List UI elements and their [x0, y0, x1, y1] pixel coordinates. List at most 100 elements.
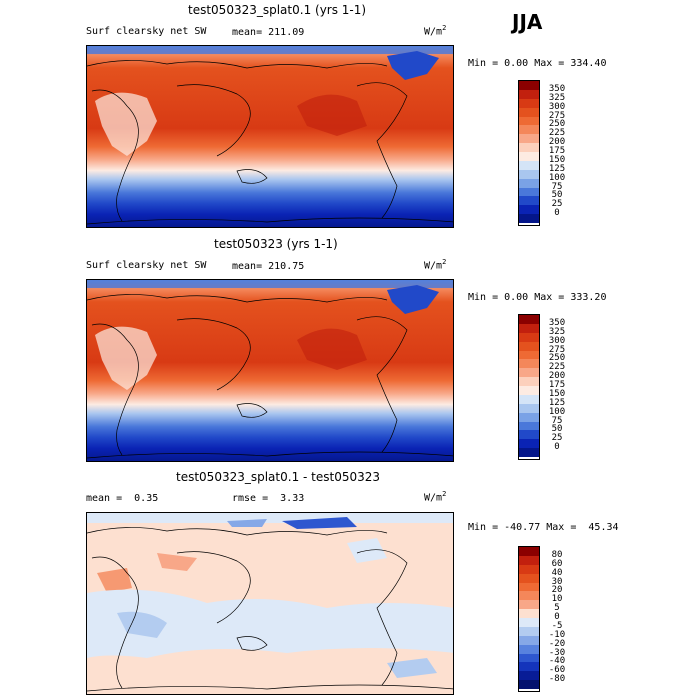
panel2-colorbar-tick-label: 350 [548, 317, 566, 328]
panel1-colorbar-tick-label: 25 [551, 199, 563, 210]
panel1-colorbar-tick-label: 150 [548, 154, 566, 165]
panel1-colorbar-swatch [519, 196, 539, 206]
panel1-colorbar-swatch [519, 178, 539, 188]
panel1-colorbar-swatch [519, 98, 539, 108]
panel1-colorbar-tick-label: 225 [548, 128, 566, 139]
panel1-mean: mean= 211.09 [232, 27, 304, 38]
panel3-colorbar-swatch [519, 653, 539, 663]
panel3-colorbar-swatch [519, 547, 539, 556]
panel2-colorbar-tick-label: 200 [548, 371, 566, 382]
panel2-colorbar-swatch [519, 359, 539, 369]
panel1-map [86, 45, 454, 228]
panel2-colorbar-swatch [519, 403, 539, 413]
panel1-colorbar-swatch [519, 89, 539, 99]
panel3-colorbar-tick-label: -40 [548, 656, 566, 667]
panel3-colorbar-tick-label: 20 [551, 585, 563, 596]
panel3-mean: mean = 0.35 [86, 493, 158, 504]
panel1-colorbar-swatch [519, 152, 539, 161]
panel3-colorbar-tick-label: -20 [548, 638, 566, 649]
panel2-variable-label: Surf clearsky net SW [86, 260, 207, 271]
panel2-colorbar-swatch [519, 412, 539, 422]
panel1-colorbar-swatch [519, 143, 539, 152]
panel2-mean-label: mean= [232, 261, 263, 272]
panel2-colorbar-swatch [519, 421, 539, 431]
panel1-colorbar-tick-label: 200 [548, 137, 566, 148]
panel1-colorbar-tick-label: 275 [548, 110, 566, 121]
panel3-colorbar-swatch [519, 573, 539, 583]
panel1-colorbar-swatch [519, 205, 539, 215]
panel1-colorbar-tick-label: 175 [548, 146, 566, 156]
panel1-minmax: Min = 0.00 Max = 334.40 [468, 58, 607, 69]
panel2-colorbar-tick-label: 50 [551, 424, 563, 435]
panel3-units: W/m2 [424, 490, 447, 504]
panel1-colorbar-tick-label: 0 [554, 208, 560, 219]
panel2-mean-value: 210.75 [268, 261, 305, 272]
panel2-colorbar-tick-label: 75 [551, 415, 563, 426]
panel3-colorbar-swatch [519, 618, 539, 627]
panel2-colorbar-tick-label: 175 [548, 380, 566, 390]
panel3-colorbar-tick-label: -10 [548, 629, 566, 640]
panel3-colorbar-tick-label: 60 [551, 558, 563, 569]
panel3-title: test050323_splat0.1 - test050323 [176, 470, 381, 484]
panel2-units: W/m2 [424, 258, 447, 272]
panel2-colorbar-swatch [519, 394, 539, 404]
panel3-colorbar-tick-label: 0 [554, 612, 560, 622]
panel2-colorbar-swatch [519, 350, 539, 360]
panel2-colorbar-swatch [519, 448, 539, 457]
panel1-colorbar-swatch [519, 169, 539, 179]
panel3-map-field [87, 513, 453, 694]
panel3-minmax: Min = -40.77 Max = 45.34 [468, 522, 619, 533]
panel1-colorbar [518, 80, 540, 226]
panel3-map [86, 512, 454, 695]
panel3-colorbar-swatch [519, 635, 539, 645]
panel1-colorbar-tick-label: 250 [548, 119, 566, 130]
panel3-mean-value: 0.35 [134, 493, 159, 504]
panel2-colorbar-swatch [519, 368, 539, 378]
panel2-mean: mean= 210.75 [232, 261, 304, 272]
panel2-colorbar-tick-label: 150 [548, 388, 566, 399]
panel1-colorbar-tick-label: 125 [548, 163, 566, 174]
panel3-mean-label: mean = [86, 493, 123, 504]
panel2-colorbar-swatch [519, 341, 539, 351]
panel3-colorbar [518, 546, 540, 692]
panel2-colorbar-tick-label: 225 [548, 362, 566, 373]
panel2-colorbar-swatch [519, 386, 539, 395]
season-label: JJA [512, 10, 543, 34]
panel2-title: test050323 (yrs 1-1) [214, 237, 338, 251]
panel1-map-field [87, 46, 453, 227]
panel1-colorbar-swatch [519, 214, 539, 223]
panel1-colorbar-swatch [519, 125, 539, 135]
panel1-title: test050323_splat0.1 (yrs 1-1) [188, 3, 367, 17]
panel3-colorbar-swatch [519, 555, 539, 565]
panel3-colorbar-tick-label: 10 [551, 594, 563, 605]
panel3-colorbar-swatch [519, 582, 539, 592]
panel2-colorbar-swatch [519, 377, 539, 386]
panel3-colorbar-tick-label: 40 [551, 567, 563, 578]
panel1-colorbar-tick-label: 75 [551, 181, 563, 192]
panel1-colorbar-swatch [519, 107, 539, 117]
panel1-colorbar-tick-label: 50 [551, 190, 563, 201]
panel3-colorbar-tick-label: -5 [551, 620, 563, 631]
panel1-variable-label: Surf clearsky net SW [86, 26, 207, 37]
panel3-colorbar-swatch [519, 644, 539, 654]
panel3-colorbar-swatch [519, 662, 539, 672]
panel2-colorbar-swatch [519, 315, 539, 324]
panel1-colorbar-tick-label: 300 [548, 101, 566, 112]
panel2-map-field [87, 280, 453, 461]
panel2-map [86, 279, 454, 462]
panel3-colorbar-tick-label: 30 [551, 576, 563, 587]
panel3-colorbar-tick-label: 80 [551, 549, 563, 560]
panel2-colorbar-tick-label: 300 [548, 335, 566, 346]
panel3-colorbar-tick-label: -60 [548, 665, 566, 676]
panel3-colorbar-swatch [519, 609, 539, 618]
panel1-colorbar-swatch [519, 160, 539, 170]
panel2-colorbar-tick-label: 0 [554, 442, 560, 453]
panel1-units: W/m2 [424, 24, 447, 38]
panel2-colorbar-swatch [519, 439, 539, 449]
panel2-colorbar-tick-label: 125 [548, 397, 566, 408]
panel1-mean-value: 211.09 [268, 27, 305, 38]
panel3-colorbar-swatch [519, 591, 539, 601]
panel3-colorbar-tick-label: 5 [554, 603, 560, 614]
panel2-colorbar-tick-label: 325 [548, 326, 566, 337]
panel1-colorbar-swatch [519, 187, 539, 197]
